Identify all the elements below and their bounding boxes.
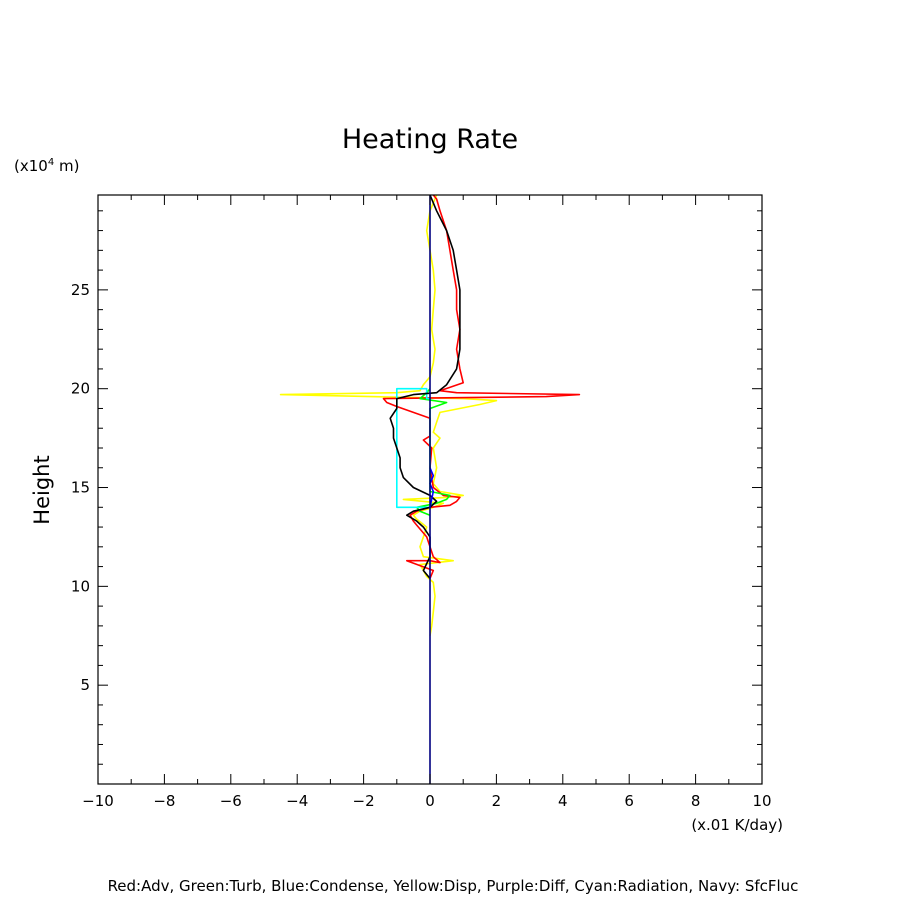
y-unit-prefix: (x10	[14, 157, 48, 175]
y-tick-label: 5	[80, 676, 90, 694]
y-unit-suffix: m)	[54, 157, 79, 175]
x-tick-label: −10	[82, 792, 114, 810]
x-tick-label: 4	[558, 792, 568, 810]
series-line-radiation	[395, 387, 430, 509]
x-tick-label: −4	[286, 792, 308, 810]
y-tick-label: 20	[71, 380, 90, 398]
x-tick-label: 10	[752, 792, 771, 810]
x-tick-label: 0	[425, 792, 435, 810]
x-unit-label: (x.01 K/day)	[691, 816, 783, 834]
x-tick-label: −2	[353, 792, 375, 810]
chart-title: Heating Rate	[342, 124, 518, 155]
ticks-layer: −10 −8 −6 −4 −2 0 2 4 6 8 10 5 10 15 20 25	[71, 195, 772, 810]
y-tick-label: 25	[71, 281, 90, 299]
y-unit-exponent: 4	[48, 157, 54, 168]
legend-caption: Red:Adv, Green:Turb, Blue:Condense, Yell…	[108, 877, 799, 895]
series-line-disp	[279, 195, 498, 636]
series-line-total	[389, 195, 461, 579]
plot-frame	[97, 194, 763, 785]
x-tick-label: 6	[624, 792, 634, 810]
x-tick-label: −6	[220, 792, 242, 810]
y-axis-label: Height	[30, 455, 54, 524]
y-tick-label: 15	[71, 479, 90, 497]
y-unit-label: (x104 m)	[14, 157, 79, 175]
x-tick-label: 8	[691, 792, 701, 810]
x-tick-label: 2	[492, 792, 502, 810]
x-tick-label: −8	[153, 792, 175, 810]
series-layer	[279, 195, 581, 784]
y-tick-label: 10	[71, 577, 90, 595]
series-line-adv	[382, 195, 581, 579]
